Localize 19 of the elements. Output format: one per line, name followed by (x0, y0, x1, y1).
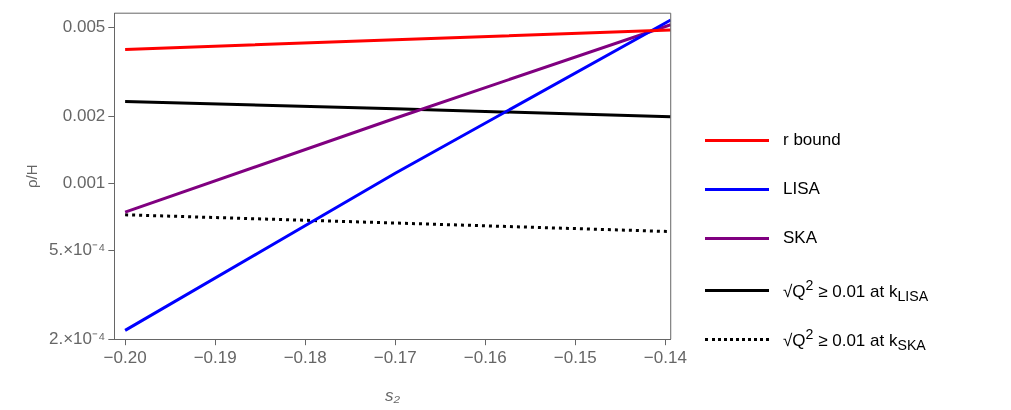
x-tick-label: −0.19 (193, 348, 237, 368)
legend-label: LISA (783, 179, 820, 199)
y-tick-label: 0.002 (62, 105, 106, 125)
legend-label: r bound (783, 130, 841, 150)
y-tick-label: 0.005 (62, 17, 106, 37)
x-tick-label: −0.14 (643, 348, 687, 368)
y-tick-label: 5.×10⁻⁴ (48, 240, 106, 260)
x-tick-label: −0.18 (283, 348, 327, 368)
y-axis-title: ρ/H (23, 164, 41, 188)
x-axis-title: s₂ (385, 385, 401, 405)
legend-label: √Q$^{2}$ ≥ 0.01 at k$_{SKA}$ (783, 326, 926, 354)
legend-label: SKA (783, 228, 818, 248)
x-tick-label: −0.15 (553, 348, 597, 368)
y-tick-label: 0.001 (62, 173, 106, 193)
x-tick-label: −0.17 (373, 348, 417, 368)
x-tick-label: −0.16 (463, 348, 507, 368)
x-tick-label: −0.20 (103, 348, 147, 368)
legend-label: √Q$^{2}$ ≥ 0.01 at k$_{LISA}$ (783, 277, 929, 305)
y-tick-label: 2.×10⁻⁴ (48, 328, 106, 348)
